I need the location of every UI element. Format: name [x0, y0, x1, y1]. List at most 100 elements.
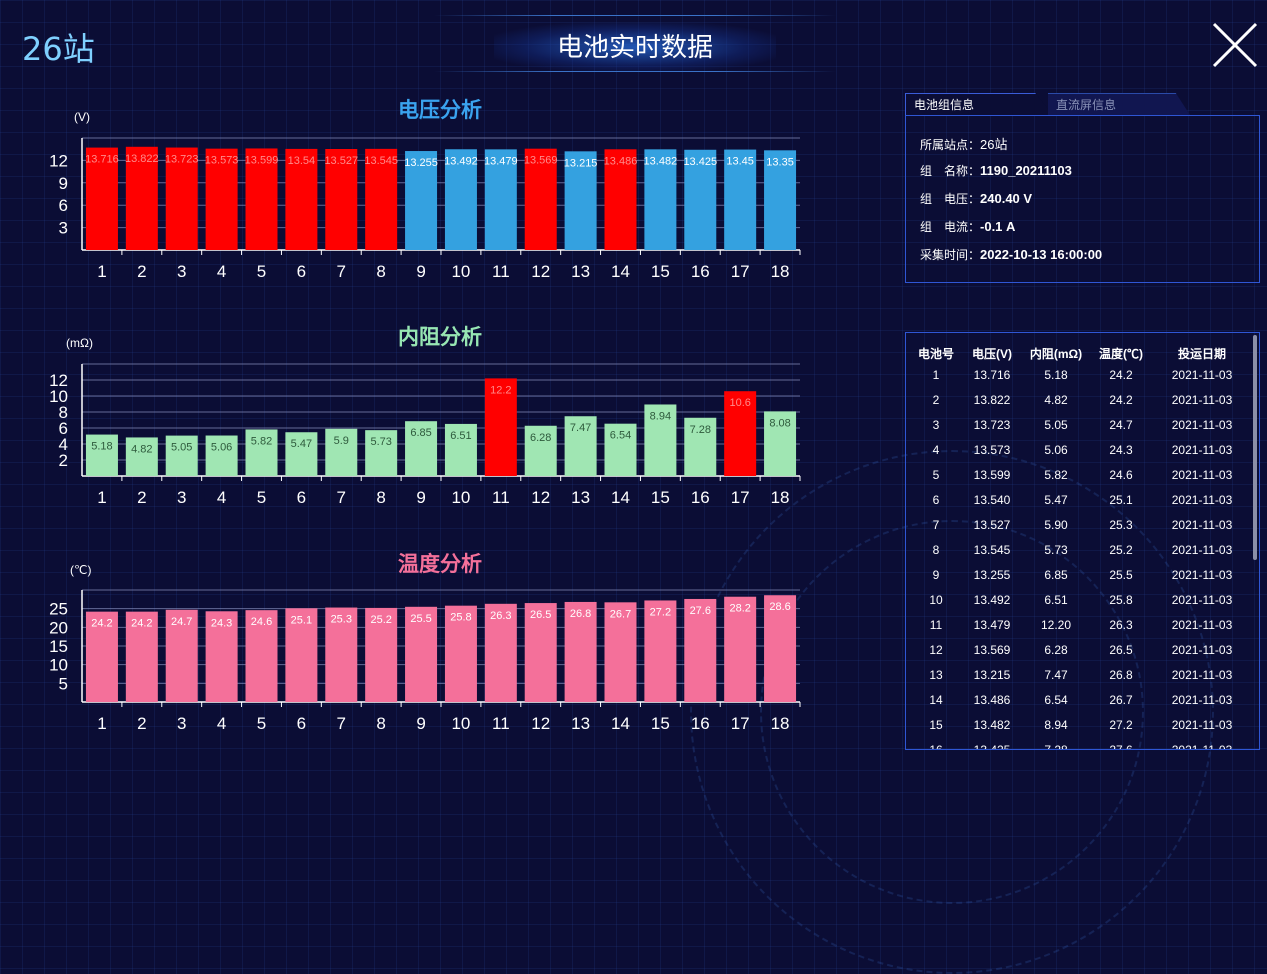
table-row[interactable]: 15 13.482 8.94 27.2 2021-11-03: [906, 718, 1256, 743]
title-top-line: [434, 15, 836, 16]
table-scrollbar[interactable]: [1253, 335, 1257, 560]
x-tick-label: 6: [297, 262, 306, 281]
bar: [484, 149, 517, 250]
bar: [365, 430, 398, 476]
table-cell: 2021-11-03: [1171, 668, 1233, 682]
table-cell: 2021-11-03: [1171, 443, 1233, 457]
table-row[interactable]: 5 13.599 5.82 24.6 2021-11-03: [906, 468, 1256, 493]
bar-value-label: 13.45: [726, 156, 754, 168]
x-tick-label: 5: [257, 714, 266, 733]
bar-value-label: 26.5: [530, 609, 551, 621]
x-tick-label: 9: [416, 488, 425, 507]
table-cell: 13.569: [973, 643, 1011, 657]
table-cell: 2: [932, 393, 940, 407]
table-row[interactable]: 8 13.545 5.73 25.2 2021-11-03: [906, 543, 1256, 568]
table-cell: 7.47: [1044, 668, 1068, 682]
info-time: 采集时间：2022-10-13 16:00:00: [920, 246, 1102, 263]
x-tick-label: 11: [492, 488, 510, 507]
bar-value-label: 8.08: [769, 417, 790, 429]
bar: [484, 378, 517, 476]
info-current: 组 电流：-0.1 A: [920, 218, 1015, 235]
x-tick-label: 3: [177, 714, 186, 733]
table-cell: 2021-11-03: [1171, 393, 1233, 407]
table-row[interactable]: 4 13.573 5.06 24.3 2021-11-03: [906, 443, 1256, 468]
table-row[interactable]: 10 13.492 6.51 25.8 2021-11-03: [906, 593, 1256, 618]
y-tick-label: 4: [59, 435, 68, 454]
bar: [724, 596, 757, 702]
table-row[interactable]: 7 13.527 5.90 25.3 2021-11-03: [906, 518, 1256, 543]
bar-value-label: 26.8: [570, 608, 591, 620]
bar: [325, 148, 358, 250]
y-tick-label: 9: [59, 174, 68, 193]
bar-value-label: 26.7: [610, 608, 631, 620]
bar: [285, 432, 318, 476]
x-tick-label: 11: [492, 262, 510, 281]
x-tick-label: 15: [651, 262, 670, 281]
bar: [564, 151, 597, 250]
tab-battery-group-info[interactable]: 电池组信息: [905, 93, 1053, 115]
table-cell: 7: [932, 518, 940, 532]
x-tick-label: 14: [611, 488, 630, 507]
table-cell: 5.90: [1044, 518, 1068, 532]
x-tick-label: 8: [376, 714, 385, 733]
table-row[interactable]: 12 13.569 6.28 26.5 2021-11-03: [906, 643, 1256, 668]
table-row[interactable]: 2 13.822 4.82 24.2 2021-11-03: [906, 393, 1256, 418]
table-cell: 4: [932, 443, 940, 457]
bar-value-label: 6.54: [610, 430, 631, 442]
table-row[interactable]: 1 13.716 5.18 24.2 2021-11-03: [906, 368, 1256, 393]
bar: [405, 151, 438, 250]
table-cell: 7.28: [1044, 743, 1068, 750]
table-row[interactable]: 11 13.479 12.20 26.3 2021-11-03: [906, 618, 1256, 643]
title-glow: [494, 23, 776, 71]
y-tick-label: 3: [59, 219, 68, 238]
bar: [285, 608, 318, 702]
x-tick-label: 15: [651, 488, 670, 507]
table-cell: 24.2: [1109, 393, 1133, 407]
temperature-bar-chart: 51015202524.2124.2224.7324.3424.6525.162…: [49, 589, 801, 733]
table-row[interactable]: 16 13.425 7.28 27.6 2021-11-03: [906, 743, 1256, 750]
table-row[interactable]: 13 13.215 7.47 26.8 2021-11-03: [906, 668, 1256, 693]
bar-value-label: 7.28: [690, 424, 711, 436]
table-cell: 16: [929, 743, 943, 750]
table-cell: 2021-11-03: [1171, 718, 1233, 732]
table-cell: 11: [929, 618, 943, 632]
bar-value-label: 13.527: [324, 155, 358, 167]
table-cell: 24.6: [1109, 468, 1133, 482]
tab-dc-panel-info[interactable]: 直流屏信息: [1048, 93, 1190, 115]
table-cell: 15: [929, 718, 943, 732]
table-cell: 24.2: [1109, 368, 1133, 382]
station-name: 26站: [22, 30, 95, 68]
close-icon[interactable]: [1210, 20, 1260, 70]
x-tick-label: 4: [217, 488, 226, 507]
bar-value-label: 24.2: [131, 618, 152, 630]
table-row[interactable]: 6 13.540 5.47 25.1 2021-11-03: [906, 493, 1256, 518]
table-cell: 26.3: [1109, 618, 1133, 632]
x-tick-label: 8: [376, 488, 385, 507]
bar-value-label: 13.599: [245, 154, 279, 166]
table-row[interactable]: 14 13.486 6.54 26.7 2021-11-03: [906, 693, 1256, 718]
table-row[interactable]: 9 13.255 6.85 25.5 2021-11-03: [906, 568, 1256, 593]
x-tick-label: 16: [691, 488, 710, 507]
table-cell: 6: [932, 493, 940, 507]
y-tick-label: 2: [59, 451, 68, 470]
bar-value-label: 27.2: [650, 606, 671, 618]
table-cell: 26.5: [1109, 643, 1133, 657]
resistance-bar-chart: 246810125.1814.8225.0535.0645.8255.4765.…: [49, 363, 801, 507]
battery-data-table[interactable]: 电池号 电压(V) 内阻(mΩ) 温度(℃) 投运日期 1 13.716 5.18 2…: [905, 332, 1260, 750]
table-cell: 13.492: [973, 593, 1011, 607]
x-tick-label: 17: [731, 488, 750, 507]
bar-value-label: 25.1: [291, 614, 312, 626]
bar: [684, 417, 717, 476]
bar: [444, 605, 477, 702]
bar: [245, 610, 278, 702]
bar: [604, 602, 637, 702]
bar-value-label: 13.482: [644, 155, 678, 167]
x-tick-label: 13: [571, 262, 590, 281]
y-tick-label: 6: [59, 419, 68, 438]
x-tick-label: 16: [691, 714, 710, 733]
bar: [644, 600, 677, 702]
table-row[interactable]: 3 13.723 5.05 24.7 2021-11-03: [906, 418, 1256, 443]
bar-value-label: 5.47: [291, 438, 312, 450]
table-cell: 13: [929, 668, 943, 682]
bar: [764, 411, 797, 476]
